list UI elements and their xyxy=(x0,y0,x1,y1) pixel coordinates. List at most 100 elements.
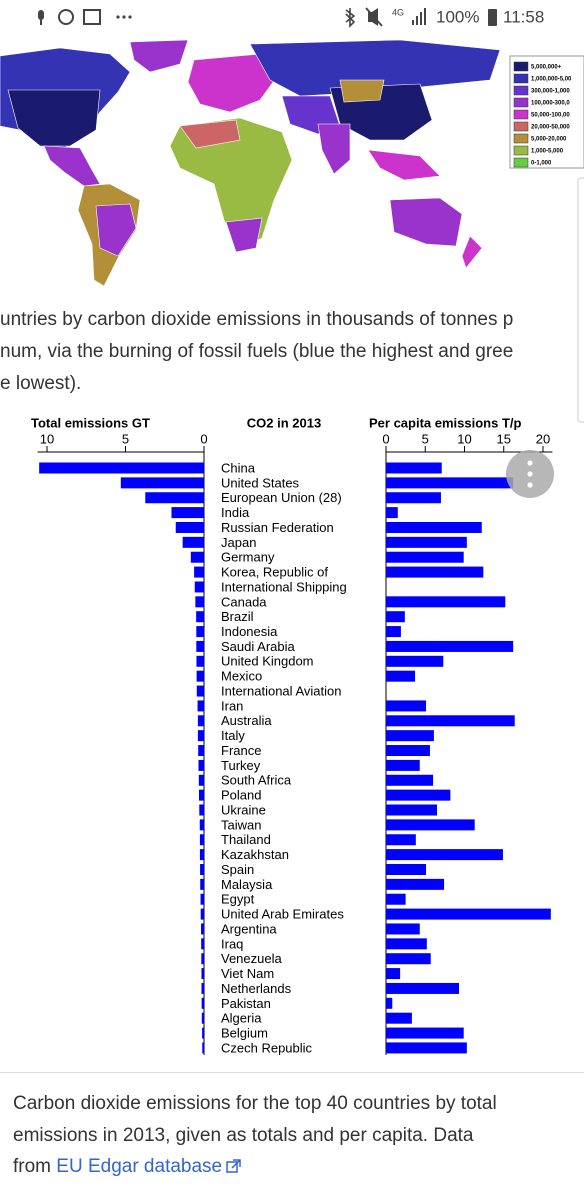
category-label: Venezuela xyxy=(221,951,282,966)
chart-title: CO2 in 2013 xyxy=(247,415,321,430)
bar xyxy=(386,507,398,519)
tick-label: 0 xyxy=(200,431,207,446)
bar xyxy=(386,730,434,742)
category-label: Poland xyxy=(221,788,261,803)
bar xyxy=(198,774,204,786)
caption-line: untries by carbon dioxide emissions in t… xyxy=(0,309,514,330)
legend-label: 100,000-300,0 xyxy=(531,101,570,107)
network: 4G xyxy=(392,7,404,17)
bar xyxy=(196,655,204,667)
category-label: Korea, Republic of xyxy=(221,565,328,580)
category-label: Taiwan xyxy=(221,817,261,832)
bar xyxy=(199,819,204,831)
bar xyxy=(196,626,204,638)
bar xyxy=(386,477,514,489)
legend-label: 20,000-50,000 xyxy=(531,125,570,131)
legend-label: 5,000-20,000 xyxy=(531,137,567,143)
bar xyxy=(386,938,427,950)
legend-label: 300,000-1,000 xyxy=(531,89,570,95)
divider xyxy=(0,1072,584,1073)
bar xyxy=(386,953,431,965)
category-label: Germany xyxy=(221,550,275,565)
bar xyxy=(386,878,445,890)
bar xyxy=(386,1012,412,1024)
bar xyxy=(386,774,434,786)
bar xyxy=(199,849,204,861)
bar xyxy=(386,804,438,816)
bar xyxy=(196,670,204,682)
bar xyxy=(386,700,427,712)
tick-label: 5 xyxy=(422,431,429,446)
overflow-menu-icon xyxy=(527,460,533,488)
category-label: Japan xyxy=(221,535,256,550)
bar xyxy=(201,953,204,965)
bar xyxy=(200,893,204,905)
tick-label: 15 xyxy=(497,431,511,446)
bar xyxy=(386,834,416,846)
bar xyxy=(386,745,430,757)
bar xyxy=(386,1042,467,1054)
bar xyxy=(386,1027,464,1039)
chart: Total emissions GT CO2 in 2013 Per capit… xyxy=(31,415,553,1055)
bar xyxy=(386,492,441,504)
category-label: Pakistan xyxy=(221,996,271,1011)
bar xyxy=(386,626,401,638)
category-label: India xyxy=(221,505,250,520)
bar xyxy=(200,863,204,875)
legend-swatch xyxy=(513,157,529,168)
caption-line: emissions in 2013, given as totals and p… xyxy=(13,1124,474,1146)
category-label: Australia xyxy=(221,713,272,728)
map-caption: untries by carbon dioxide emissions in t… xyxy=(0,304,513,400)
external-link-icon xyxy=(226,1159,241,1173)
bar xyxy=(145,492,204,504)
bar xyxy=(386,655,444,667)
bar xyxy=(199,834,204,846)
legend-swatch xyxy=(513,109,529,120)
category-label: Egypt xyxy=(221,892,255,907)
bar xyxy=(386,462,442,474)
category-label: Viet Nam xyxy=(221,966,274,981)
legend-swatch xyxy=(513,97,529,108)
bar xyxy=(386,640,514,652)
bar xyxy=(202,1027,204,1039)
caption-line: Carbon dioxide emissions for the top 40 … xyxy=(13,1093,497,1114)
category-label: Kazakhstan xyxy=(221,847,289,862)
category-label: Malaysia xyxy=(221,877,273,892)
category-label: European Union (28) xyxy=(221,490,342,505)
bar xyxy=(386,759,420,771)
bar xyxy=(201,982,204,994)
tick-label: 20 xyxy=(536,431,550,446)
bar xyxy=(195,596,204,608)
bar xyxy=(190,551,204,563)
legend-label: 5,000,000+ xyxy=(531,65,562,71)
bar xyxy=(201,968,204,980)
battery-level: 100% xyxy=(436,7,479,26)
category-label: Belgium xyxy=(221,1025,268,1040)
caption-link[interactable]: EU Edgar database xyxy=(56,1156,223,1177)
legend-swatch xyxy=(513,121,529,132)
category-label: South Africa xyxy=(221,773,292,788)
legend-swatch xyxy=(513,133,529,144)
bar xyxy=(182,536,204,548)
bar xyxy=(198,745,204,757)
bar xyxy=(386,849,503,861)
legend-label: 0-1,000 xyxy=(531,161,552,167)
tick-label: 10 xyxy=(40,431,54,446)
category-label: Iran xyxy=(221,698,243,713)
category-label: Czech Republic xyxy=(221,1040,313,1055)
category-label: France xyxy=(221,743,261,758)
bar xyxy=(386,611,405,623)
bar xyxy=(201,1012,204,1024)
legend-swatch xyxy=(513,73,529,84)
status-icons xyxy=(38,7,497,28)
category-label: Indonesia xyxy=(221,624,278,639)
legend-label: 50,000-100,00 xyxy=(531,113,570,119)
bar xyxy=(386,908,551,920)
bar xyxy=(201,938,204,950)
bar xyxy=(202,1042,204,1054)
clock: 11:58 xyxy=(503,7,544,26)
bar xyxy=(386,715,515,727)
status-bar xyxy=(0,0,584,36)
